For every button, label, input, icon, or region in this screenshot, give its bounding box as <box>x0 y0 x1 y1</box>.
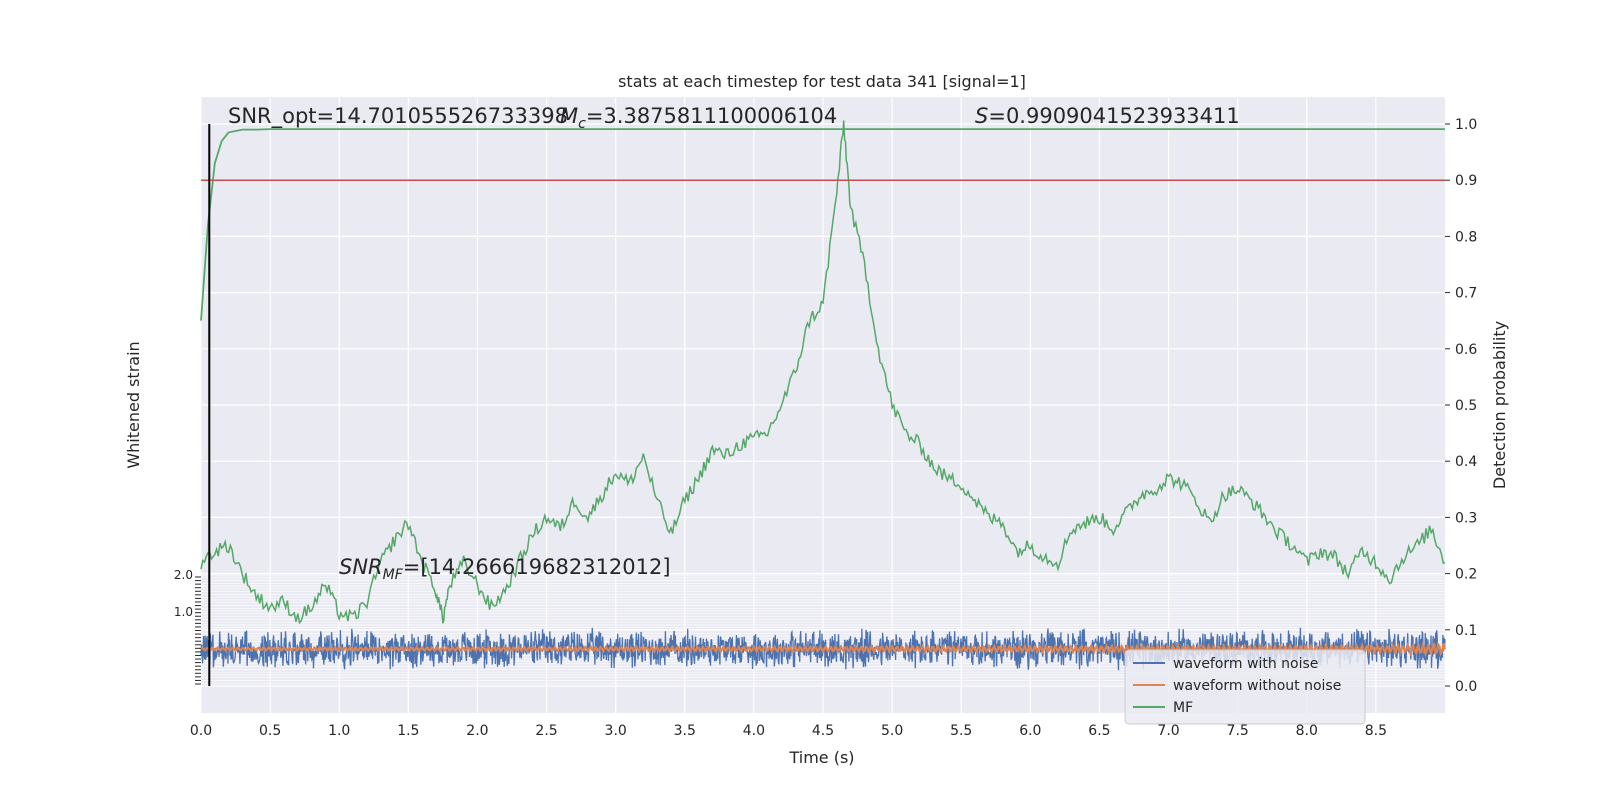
x-tick-label: 5.5 <box>950 723 972 739</box>
x-tick-label: 3.5 <box>674 723 696 739</box>
y-right-tick-label: 0.1 <box>1455 623 1477 639</box>
x-tick-label: 5.0 <box>881 723 903 739</box>
annotation-snr-mf-value: =[14.266619682312012] <box>403 555 671 579</box>
annotation-mc-value: =3.3875811100006104 <box>586 104 837 128</box>
series-detection-trace <box>200 120 1446 625</box>
y-right-tick-label: 0.0 <box>1455 679 1477 695</box>
y-right-tick-label: 0.2 <box>1455 567 1477 583</box>
y-right-tick-label: 0.9 <box>1455 173 1477 189</box>
y-axis-label-left: Whitened strain <box>124 341 143 468</box>
x-tick-label: 7.0 <box>1157 723 1179 739</box>
x-tick-label: 2.0 <box>466 723 488 739</box>
tick-labels: 0.0 0.5 1.0 1.5 2.0 2.5 3.0 3.5 4.0 4.5 5.0 5.5 6.0 6… <box>174 117 1477 739</box>
legend-label-clean: waveform without noise <box>1173 678 1341 694</box>
chart-title: stats at each timestep for test data 341… <box>618 72 1026 91</box>
y-axis-label-right: Detection probability <box>1490 321 1509 489</box>
y-right-tick-label: 0.6 <box>1455 342 1477 358</box>
annotation-snr-opt: SNR_opt=14.701055526733398 <box>228 104 568 129</box>
x-tick-label: 8.0 <box>1296 723 1318 739</box>
x-tick-label: 6.0 <box>1019 723 1041 739</box>
y-right-tick-label: 0.7 <box>1455 286 1477 302</box>
y-left-tick-label: 1.0 <box>174 605 193 619</box>
x-tick-label: 8.5 <box>1365 723 1387 739</box>
x-tick-label: 7.5 <box>1227 723 1249 739</box>
y-right-tick-label: 0.3 <box>1455 510 1477 526</box>
y-left-tick-label: 2.0 <box>174 568 193 582</box>
legend-label-noise: waveform with noise <box>1173 656 1318 672</box>
x-tick-label: 2.5 <box>535 723 557 739</box>
legend: waveform with noise waveform without noi… <box>1124 649 1366 725</box>
overlays <box>201 124 1445 686</box>
y-right-tick-label: 0.8 <box>1455 229 1477 245</box>
annotation-mc: Mc=3.3875811100006104 <box>560 104 837 132</box>
legend-box <box>1124 649 1366 725</box>
x-tick-label: 1.0 <box>328 723 350 739</box>
series-mf <box>200 128 1445 321</box>
y-right-tick-label: 1.0 <box>1455 117 1477 133</box>
y-right-tick-label: 0.4 <box>1455 454 1477 470</box>
annotation-s: S=0.9909041523933411 <box>975 104 1240 128</box>
x-tick-label: 0.5 <box>259 723 281 739</box>
x-tick-label: 4.0 <box>743 723 765 739</box>
x-axis-label: Time (s) <box>788 748 854 767</box>
annotation-snr-mf: SNRMF=[14.266619682312012] <box>339 555 671 583</box>
x-tick-label: 6.5 <box>1088 723 1110 739</box>
annotation-s-value: =0.9909041523933411 <box>988 104 1239 128</box>
x-tick-label: 3.0 <box>605 723 627 739</box>
legend-label-mf: MF <box>1173 700 1193 716</box>
x-tick-label: 0.0 <box>190 723 212 739</box>
x-tick-label: 4.5 <box>812 723 834 739</box>
y-right-tick-label: 0.5 <box>1455 398 1477 414</box>
x-tick-label: 1.5 <box>397 723 419 739</box>
